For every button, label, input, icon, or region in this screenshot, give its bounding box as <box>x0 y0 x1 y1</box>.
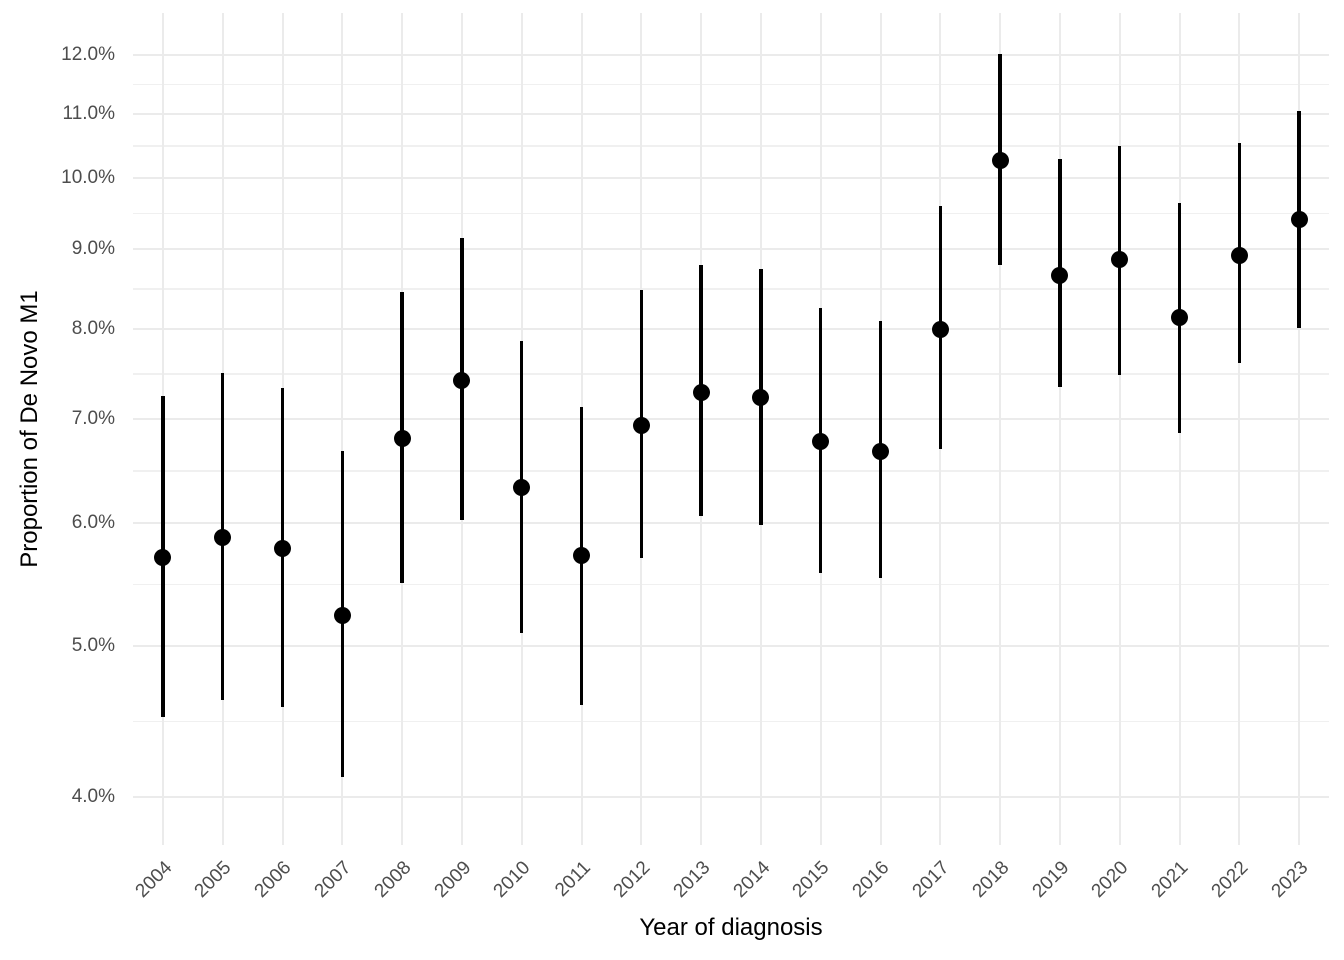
y-tick-label: 8.0% <box>71 317 115 339</box>
x-axis-title: Year of diagnosis <box>639 914 823 941</box>
point-estimate-2022 <box>1230 246 1248 264</box>
y-tick-label: 12.0% <box>61 43 115 65</box>
x-tick-label: 2020 <box>1088 857 1133 902</box>
gridline-y-minor <box>133 720 1329 723</box>
gridline-y-major <box>133 645 1329 648</box>
gridline-x-major <box>1238 13 1241 845</box>
y-tick-label: 6.0% <box>71 512 115 534</box>
x-tick-label: 2023 <box>1267 857 1313 902</box>
gridline-y-minor <box>133 212 1329 215</box>
x-tick-label: 2015 <box>789 857 834 902</box>
gridline-x-major <box>341 13 344 845</box>
x-tick-label: 2004 <box>131 857 176 902</box>
point-estimate-2018 <box>991 151 1009 169</box>
point-estimate-2020 <box>1111 251 1129 269</box>
x-tick-label: 2013 <box>669 857 715 902</box>
point-estimate-2021 <box>1171 309 1188 327</box>
point-estimate-2023 <box>1290 211 1308 229</box>
point-estimate-2007 <box>333 607 351 625</box>
x-tick-label: 2021 <box>1147 857 1193 902</box>
x-tick-label: 2007 <box>310 857 356 902</box>
x-tick-label: 2018 <box>968 857 1014 902</box>
x-tick-label: 2011 <box>550 857 595 901</box>
gridline-y-major <box>133 522 1329 525</box>
x-tick-label: 2022 <box>1207 857 1253 902</box>
gridline-y-minor <box>133 288 1329 290</box>
point-estimate-2017 <box>931 321 949 339</box>
gridline-x-major <box>1298 13 1301 845</box>
point-estimate-2004 <box>154 549 172 567</box>
gridline-y-minor <box>133 83 1329 86</box>
x-tick-label: 2012 <box>609 857 655 902</box>
gridline-y-minor <box>133 583 1329 586</box>
point-estimate-2016 <box>872 443 889 461</box>
y-tick-label: 7.0% <box>71 407 115 429</box>
gridline-x-major <box>1118 13 1121 845</box>
point-estimate-2006 <box>274 539 291 557</box>
point-estimate-2019 <box>1051 266 1069 284</box>
gridline-x-major <box>999 13 1002 845</box>
gridline-y-minor <box>133 470 1329 472</box>
gridline-y-minor <box>133 373 1329 375</box>
point-estimate-2011 <box>573 546 590 564</box>
x-tick-label: 2006 <box>250 857 296 902</box>
gridline-y-major <box>133 248 1329 251</box>
gridline-y-major <box>133 327 1329 330</box>
point-estimate-2005 <box>214 529 232 547</box>
x-tick-label: 2005 <box>191 857 236 902</box>
x-tick-label: 2008 <box>370 857 416 902</box>
x-tick-label: 2010 <box>490 857 535 902</box>
y-tick-label: 5.0% <box>71 635 115 657</box>
point-estimate-2013 <box>692 384 710 401</box>
y-tick-label: 10.0% <box>61 167 115 189</box>
gridline-y-major <box>133 177 1329 180</box>
point-estimate-2014 <box>752 388 770 406</box>
gridline-y-major <box>133 417 1329 420</box>
gridline-y-minor <box>133 145 1329 147</box>
gridline-x-major <box>1058 13 1061 845</box>
point-estimate-2010 <box>513 479 531 497</box>
x-tick-label: 2017 <box>908 857 954 902</box>
point-estimate-2008 <box>393 430 411 448</box>
point-estimate-2015 <box>812 433 830 451</box>
x-tick-label: 2019 <box>1028 857 1073 902</box>
point-estimate-2012 <box>632 417 650 435</box>
gridline-y-major <box>133 53 1329 56</box>
x-tick-label: 2014 <box>729 857 774 902</box>
x-tick-label: 2009 <box>430 857 475 902</box>
gridline-y-major <box>133 112 1329 115</box>
x-tick-label: 2016 <box>848 857 894 902</box>
y-axis-title: Proportion of De Novo M1 <box>16 290 43 568</box>
gridline-y-major <box>133 795 1329 798</box>
y-tick-label: 4.0% <box>71 785 115 807</box>
point-estimate-2009 <box>453 372 471 390</box>
y-tick-label: 11.0% <box>62 102 115 124</box>
y-tick-label: 9.0% <box>71 238 115 260</box>
